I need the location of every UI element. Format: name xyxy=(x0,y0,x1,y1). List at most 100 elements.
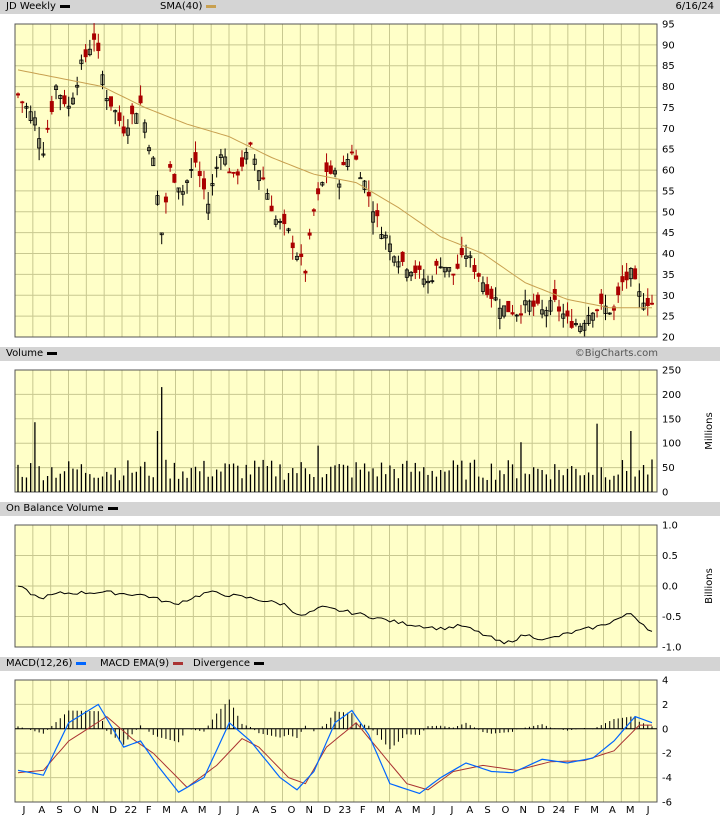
watermark: ©BigCharts.com xyxy=(574,348,658,359)
price-candle-body xyxy=(413,265,418,273)
price-candle-body xyxy=(75,84,80,88)
x-tick-label: M xyxy=(590,805,599,816)
price-candle-body xyxy=(506,300,511,313)
price-candle-body xyxy=(633,268,638,280)
macd-y-tick-label: -6 xyxy=(662,798,672,809)
price-candle-body xyxy=(256,170,261,182)
price-candle-body xyxy=(341,161,346,166)
price-candle-body xyxy=(641,302,646,310)
obv-y-tick-label: -0.5 xyxy=(662,612,682,623)
price-candle-body xyxy=(176,187,181,193)
obv-panel-header: On Balance Volume xyxy=(0,502,720,516)
price-y-tick-label: 75 xyxy=(662,103,675,114)
price-candle-body xyxy=(493,297,498,301)
price-candle-body xyxy=(294,255,299,260)
x-tick-label: J xyxy=(432,805,436,816)
x-tick-label: N xyxy=(92,805,99,816)
price-candle-body xyxy=(168,164,173,168)
price-candle-body xyxy=(214,166,219,169)
price-y-tick-label: 20 xyxy=(662,333,675,344)
price-candle-body xyxy=(261,177,266,180)
x-tick-label: A xyxy=(252,805,259,816)
macd-ema-label: MACD EMA(9) xyxy=(100,657,184,671)
price-candle-body xyxy=(387,243,392,252)
x-tick-label: D xyxy=(109,805,117,816)
x-tick-label: J xyxy=(235,805,239,816)
x-tick-label: D xyxy=(323,805,331,816)
price-candle-body xyxy=(58,95,63,99)
price-candle-body xyxy=(138,95,143,104)
price-candle-body xyxy=(510,312,515,315)
price-candle-body xyxy=(476,273,481,277)
volume-y-tick-label: 100 xyxy=(662,439,681,450)
price-candle-body xyxy=(489,288,494,299)
price-candle-body xyxy=(628,268,633,280)
price-candle-body xyxy=(650,302,655,305)
volume-y-tick-label: 0 xyxy=(662,488,668,499)
price-candle-body xyxy=(273,219,278,225)
price-y-tick-label: 40 xyxy=(662,249,675,260)
price-candle-body xyxy=(569,321,574,328)
price-candle-body xyxy=(611,306,616,311)
price-candle-body xyxy=(561,313,566,319)
macd-panel-header: MACD(12,26) MACD EMA(9) Divergence xyxy=(0,657,720,671)
price-y-tick-label: 95 xyxy=(662,20,675,31)
price-y-tick-label: 25 xyxy=(662,312,675,323)
price-candle-body xyxy=(278,221,283,223)
x-tick-label: J xyxy=(218,805,222,816)
price-candle-body xyxy=(299,253,304,258)
price-candle-body xyxy=(366,191,371,197)
x-tick-label: S xyxy=(56,805,62,816)
price-y-tick-label: 80 xyxy=(662,82,675,93)
macd-y-tick-label: -2 xyxy=(662,749,672,760)
price-candle-body xyxy=(599,293,604,304)
price-candle-body xyxy=(472,264,477,272)
price-candle-body xyxy=(28,111,33,121)
price-y-tick-label: 55 xyxy=(662,186,675,197)
x-tick-label: F xyxy=(360,805,366,816)
price-candle-body xyxy=(354,155,359,160)
price-candle-body xyxy=(502,305,507,317)
volume-swatch xyxy=(47,351,58,355)
x-tick-label: N xyxy=(306,805,313,816)
price-candle-body xyxy=(66,105,71,109)
price-candle-body xyxy=(163,196,168,203)
price-candle-body xyxy=(108,96,113,107)
price-candle-body xyxy=(417,265,422,270)
price-candle-body xyxy=(455,263,460,269)
price-candle-body xyxy=(603,305,608,314)
price-candle-body xyxy=(252,158,257,165)
price-candle-body xyxy=(468,255,473,259)
price-candle-body xyxy=(332,170,337,175)
price-candle-body xyxy=(231,171,236,174)
price-candle-body xyxy=(206,203,211,214)
x-tick-label: A xyxy=(38,805,45,816)
price-panel-header: JD Weekly SMA(40) 6/16/24 xyxy=(0,0,720,14)
price-y-tick-label: 90 xyxy=(662,40,675,51)
price-candle-body xyxy=(527,300,532,312)
price-candle-body xyxy=(193,152,198,163)
macd-y-tick-label: -4 xyxy=(662,773,672,784)
price-candle-body xyxy=(404,269,409,278)
x-tick-label: M xyxy=(626,805,635,816)
price-candle-body xyxy=(544,310,549,317)
chart-date: 6/16/24 xyxy=(675,1,714,12)
volume-label: Volume xyxy=(6,347,58,361)
x-tick-label: A xyxy=(395,805,402,816)
price-candle-body xyxy=(400,251,405,262)
price-candle-body xyxy=(41,153,46,156)
price-candle-body xyxy=(624,271,629,281)
price-candle-body xyxy=(578,325,583,332)
divergence-swatch xyxy=(253,661,264,665)
symbol-label: JD Weekly xyxy=(6,0,70,14)
price-y-tick-label: 35 xyxy=(662,270,675,281)
x-tick-label: M xyxy=(198,805,207,816)
price-candle-body xyxy=(485,284,490,295)
price-y-tick-label: 60 xyxy=(662,166,675,177)
price-candle-body xyxy=(159,232,164,236)
price-candle-body xyxy=(248,142,253,145)
price-y-tick-label: 65 xyxy=(662,145,675,156)
price-candle-body xyxy=(92,33,97,40)
x-tick-label: 23 xyxy=(339,805,352,816)
price-candle-body xyxy=(130,105,135,115)
